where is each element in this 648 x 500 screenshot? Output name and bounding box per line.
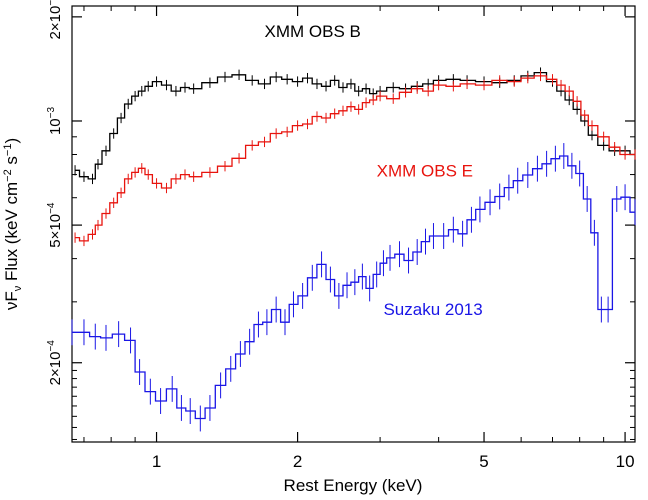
y-tick-label: 2×10−3	[46, 0, 64, 39]
x-tick-label: 1	[152, 452, 161, 471]
series-labels: XMM OBS B XMM OBS E Suzaku 2013	[265, 22, 483, 319]
y-tick-label: 5×10−4	[46, 202, 64, 248]
y-axis-label: νFν Flux (keV cm−2 s−1)	[2, 138, 24, 310]
plot-frame	[71, 5, 636, 443]
axis-ticks: 1 2 5 10 2×10−4 5×10−4 10−3 2×10−3	[46, 0, 635, 471]
series-line	[72, 155, 635, 420]
x-tick-label: 5	[479, 452, 488, 471]
series-label: XMM OBS B	[265, 22, 361, 41]
x-tick-label: 10	[616, 452, 635, 471]
series-label: XMM OBS E	[377, 162, 473, 181]
y-tick-label: 2×10−4	[46, 340, 64, 386]
x-axis-label: Rest Energy (keV)	[284, 476, 423, 495]
y-tick-label: 10−3	[46, 107, 64, 136]
series-label: Suzaku 2013	[383, 300, 482, 319]
series-line	[75, 75, 635, 242]
x-tick-label: 2	[293, 452, 302, 471]
series-layer	[71, 67, 636, 432]
